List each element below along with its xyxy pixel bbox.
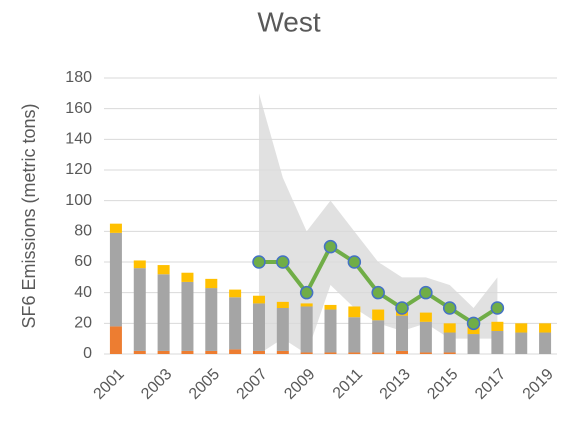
line-marker	[490, 301, 505, 315]
bar-segment	[419, 312, 432, 322]
x-tick-label: 2019	[520, 366, 557, 403]
x-tick-label: 2015	[424, 366, 461, 403]
bar-segment	[324, 309, 337, 353]
y-tick-label: 20	[74, 315, 92, 332]
bar-segment	[419, 352, 432, 354]
bar-segment	[229, 349, 242, 354]
chart-title: West	[257, 6, 320, 37]
bar-segment	[181, 272, 194, 282]
line-marker	[276, 255, 290, 269]
y-tick-label: 180	[65, 69, 92, 86]
line-marker	[323, 239, 338, 254]
bar-segment	[205, 288, 218, 351]
bar-segment	[157, 350, 170, 354]
y-axis-title: SF6 Emissions (metric tons)	[19, 103, 39, 328]
y-tick-label: 80	[74, 223, 92, 240]
line-marker	[371, 285, 385, 300]
bar-segment	[252, 303, 265, 351]
y-tick-label: 160	[65, 100, 92, 117]
bar-segment	[276, 301, 289, 308]
line-marker	[252, 255, 266, 269]
bar-segment	[348, 352, 361, 354]
bar-segment	[181, 350, 194, 354]
line-marker	[395, 301, 409, 315]
bar-segment	[443, 352, 456, 354]
range-band	[258, 93, 498, 354]
bar-segment	[396, 315, 409, 351]
bar-segment	[515, 323, 528, 333]
bar-segment	[443, 323, 456, 333]
bar-segment	[205, 278, 218, 289]
bar-segment	[467, 334, 480, 354]
x-tick-label: 2007	[234, 366, 271, 403]
bar-segment	[252, 350, 265, 354]
bar-segment	[276, 308, 289, 351]
x-tick-label: 2011	[330, 366, 366, 402]
y-tick-label: 60	[74, 253, 92, 270]
x-tick-label: 2013	[377, 366, 414, 403]
y-tick-label: 120	[65, 161, 92, 178]
bar-segment	[539, 323, 552, 333]
bar-segment	[300, 306, 313, 353]
bar-segment	[300, 352, 313, 354]
bar-segment	[133, 268, 146, 351]
bar-segment	[372, 352, 385, 354]
y-tick-label: 0	[83, 345, 92, 362]
bar-segment	[252, 295, 265, 304]
bar-segment	[181, 281, 194, 351]
x-tick-label: 2017	[472, 366, 509, 403]
bar-segment	[443, 332, 456, 353]
x-tick-label: 2001	[91, 366, 128, 403]
bar-segment	[229, 297, 242, 350]
bar-segment	[324, 352, 337, 354]
bar-segment	[133, 260, 146, 269]
line-marker	[442, 301, 457, 315]
bar-segment	[419, 321, 432, 353]
bar-segment	[276, 350, 289, 354]
bar-segment	[324, 304, 337, 310]
bar-segment	[372, 320, 385, 353]
line-marker	[466, 316, 481, 331]
bar-segment	[229, 289, 242, 298]
bar-segment	[133, 350, 146, 354]
line-marker	[347, 255, 362, 269]
bar-segment	[109, 223, 122, 233]
bar-segment	[372, 309, 385, 321]
bar-segment	[109, 232, 122, 327]
bar-segment	[109, 326, 122, 354]
y-tick-label: 140	[65, 131, 92, 148]
bar-segment	[515, 332, 528, 354]
x-tick-label: 2009	[281, 366, 318, 403]
line-marker	[419, 285, 433, 300]
bar-segment	[205, 350, 218, 354]
line-marker	[299, 285, 314, 300]
bar-segment	[491, 321, 504, 331]
x-tick-label: 2003	[138, 366, 175, 403]
y-tick-label: 100	[65, 192, 92, 209]
bar-segment	[348, 317, 361, 353]
bar-segment	[157, 265, 170, 275]
bar-segment	[157, 274, 170, 351]
y-tick-label: 40	[74, 284, 92, 301]
bar-segment	[491, 331, 504, 354]
bar-segment	[300, 303, 313, 307]
bar-segment	[348, 306, 361, 318]
bar-segment	[396, 350, 409, 354]
bar-segment	[539, 332, 552, 354]
x-tick-label: 2005	[186, 366, 223, 403]
